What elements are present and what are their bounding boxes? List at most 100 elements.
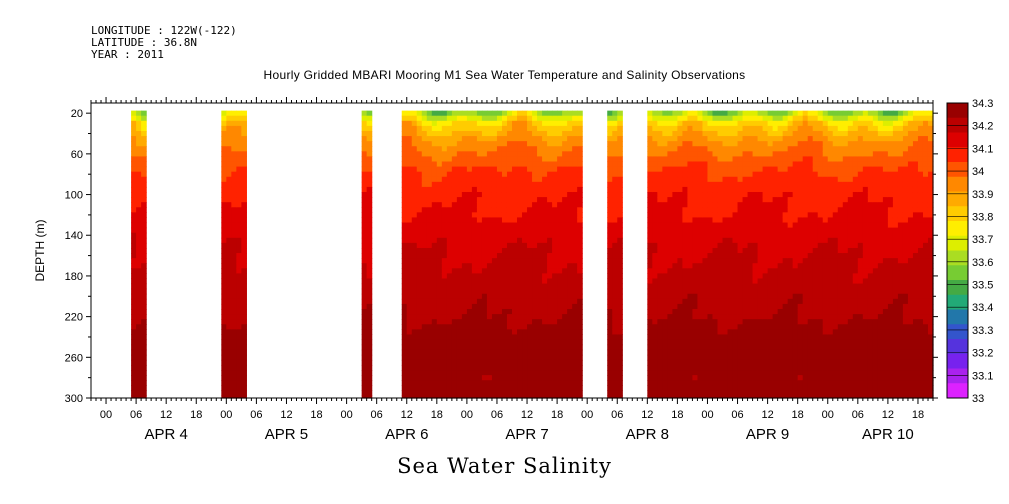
data-cell — [506, 110, 513, 117]
data-cell — [652, 308, 658, 315]
data-cell — [236, 242, 242, 249]
data-cell — [567, 319, 573, 325]
data-cell — [562, 283, 568, 290]
data-cell — [481, 242, 488, 249]
data-cell — [662, 298, 668, 305]
data-cell — [562, 197, 568, 203]
data-cell — [366, 319, 373, 325]
data-cell — [491, 319, 498, 325]
data-cell — [687, 395, 694, 399]
data-cell — [702, 161, 709, 168]
data-cell — [812, 344, 819, 351]
data-cell — [792, 212, 799, 219]
data-cell — [757, 130, 764, 137]
data-cell — [797, 308, 804, 315]
data-cell — [221, 217, 227, 224]
data-cell — [617, 354, 623, 361]
data-cell — [707, 151, 714, 158]
data-cell — [537, 359, 543, 366]
data-cell — [742, 273, 749, 280]
data-cell — [712, 370, 719, 376]
data-cell — [787, 166, 794, 173]
data-cell — [707, 390, 714, 397]
data-cell — [421, 359, 428, 366]
data-cell — [522, 364, 528, 371]
data-cell — [506, 136, 513, 142]
data-cell — [236, 171, 242, 178]
data-cell — [617, 222, 623, 229]
data-cell — [361, 349, 368, 356]
data-cell — [767, 192, 774, 198]
data-cell — [822, 166, 829, 173]
data-cell — [557, 334, 563, 341]
data-cell — [461, 263, 468, 269]
data-cell — [141, 146, 147, 152]
data-cell — [727, 329, 734, 336]
data-cell — [652, 212, 658, 219]
data-cell — [792, 146, 799, 152]
data-cell — [802, 166, 809, 173]
data-cell — [607, 202, 613, 208]
data-cell — [441, 197, 448, 203]
data-cell — [506, 141, 513, 147]
data-cell — [802, 237, 809, 244]
data-cell — [797, 222, 804, 229]
data-cell — [496, 263, 503, 269]
data-cell — [141, 359, 147, 366]
data-cell — [747, 273, 754, 280]
data-cell — [802, 202, 809, 208]
data-cell — [762, 151, 769, 158]
data-cell — [682, 375, 689, 381]
data-cell — [757, 298, 764, 305]
data-cell — [406, 130, 413, 137]
data-cell — [802, 268, 809, 274]
data-cell — [837, 227, 844, 234]
data-cell — [141, 288, 147, 295]
data-cell — [732, 253, 739, 259]
data-cell — [476, 136, 483, 142]
data-cell — [797, 171, 804, 178]
data-cell — [662, 283, 668, 290]
data-cell — [737, 344, 744, 351]
data-cell — [506, 319, 513, 325]
data-cell — [742, 288, 749, 295]
data-cell — [672, 136, 678, 142]
data-cell — [837, 202, 844, 208]
data-cell — [491, 197, 498, 203]
data-cell — [426, 359, 433, 366]
data-cell — [772, 151, 779, 158]
data-cell — [532, 308, 538, 315]
data-cell — [517, 273, 523, 280]
data-cell — [762, 359, 769, 366]
data-cell — [672, 166, 678, 173]
data-cell — [567, 186, 573, 193]
data-cell — [241, 303, 247, 310]
data-cell — [837, 222, 844, 229]
data-cell — [446, 253, 453, 259]
data-cell — [547, 115, 553, 122]
data-cell — [827, 344, 834, 351]
data-cell — [512, 166, 518, 173]
data-cell — [557, 263, 563, 269]
data-cell — [752, 308, 759, 315]
data-cell — [657, 273, 663, 280]
data-cell — [456, 293, 463, 300]
data-cell — [667, 349, 673, 356]
data-cell — [682, 324, 689, 330]
data-cell — [832, 258, 839, 264]
data-cell — [226, 319, 232, 325]
data-cell — [672, 339, 678, 346]
data-cell — [697, 359, 704, 366]
data-cell — [532, 344, 538, 351]
data-cell — [817, 156, 824, 163]
data-cell — [682, 268, 689, 274]
data-cell — [236, 370, 242, 376]
data-cell — [572, 202, 578, 208]
data-cell — [141, 293, 147, 300]
data-segment — [401, 110, 583, 399]
data-cell — [361, 212, 368, 219]
data-cell — [687, 324, 694, 330]
data-cell — [141, 120, 147, 127]
data-cell — [562, 242, 568, 249]
data-cell — [431, 141, 438, 147]
